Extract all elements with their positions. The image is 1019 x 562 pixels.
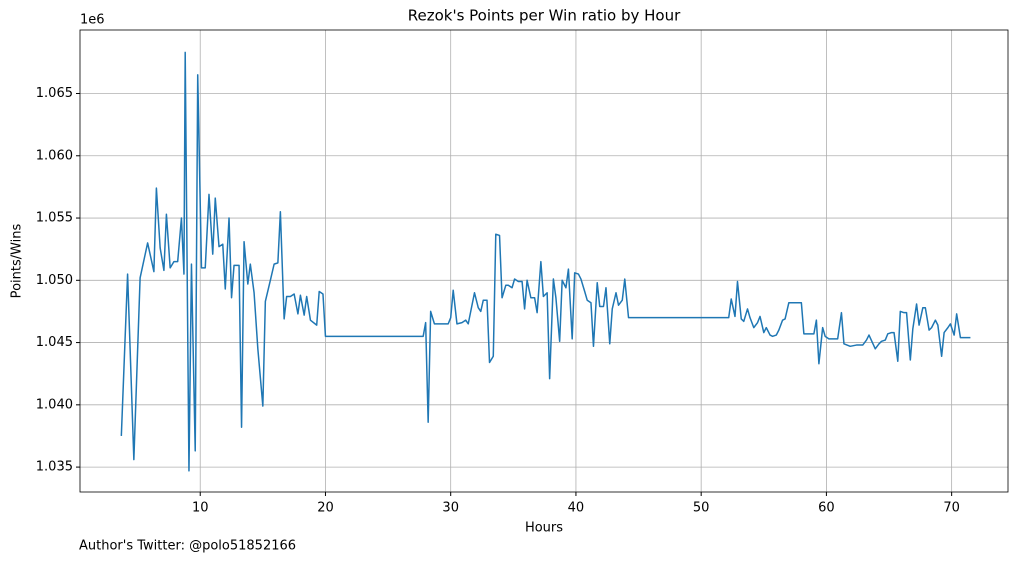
y-tick-label: 1.040 bbox=[36, 397, 73, 412]
y-axis-label: Points/Wins bbox=[10, 223, 25, 298]
y-offset-label: 1e6 bbox=[80, 13, 105, 28]
x-tick-label: 40 bbox=[568, 501, 585, 516]
x-tick-label: 10 bbox=[192, 501, 209, 516]
x-tick-label: 70 bbox=[943, 501, 960, 516]
x-tick-label: 50 bbox=[693, 501, 710, 516]
y-tick-label: 1.035 bbox=[36, 460, 73, 475]
chart-title: Rezok's Points per Win ratio by Hour bbox=[408, 7, 681, 25]
y-tick-label: 1.060 bbox=[36, 148, 73, 163]
x-axis-label: Hours bbox=[525, 521, 563, 536]
y-tick-label: 1.050 bbox=[36, 273, 73, 288]
y-tick-label: 1.065 bbox=[36, 86, 73, 101]
data-line bbox=[120, 51, 971, 472]
plot-frame bbox=[79, 29, 1009, 493]
annotation: Author's Twitter: @polo51852166 bbox=[79, 539, 296, 554]
x-tick-label: 60 bbox=[818, 501, 835, 516]
y-tick-label: 1.055 bbox=[36, 211, 73, 226]
x-tick-label: 20 bbox=[317, 501, 334, 516]
x-tick-label: 30 bbox=[442, 501, 459, 516]
y-tick-label: 1.045 bbox=[36, 335, 73, 350]
